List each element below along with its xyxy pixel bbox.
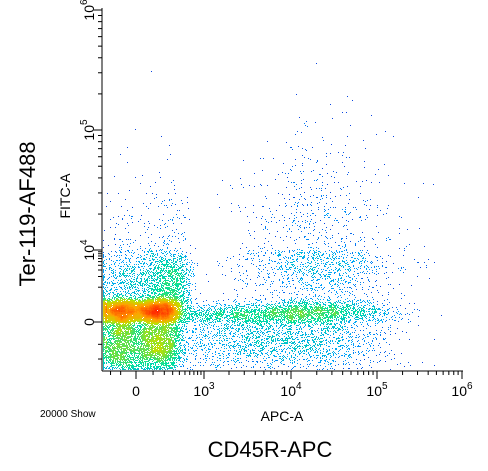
labels-layer: 0 103 104 105 106 0 104 105 106 APC-A FITC-A 20000 …: [15, 0, 473, 462]
event-density-layer-10: [103, 250, 388, 370]
event-density-layer-34: [106, 303, 173, 320]
x-tick-label: 106: [451, 381, 473, 399]
x-tick-exponent: 3: [209, 381, 215, 392]
x-tick-label: 105: [366, 381, 388, 399]
event-density-layer-28: [103, 300, 178, 323]
axes-layer: [94, 8, 463, 379]
x-tick-exponent: 5: [382, 381, 388, 392]
event-density-layer-31: [104, 302, 176, 321]
y-axis-outer-label-group: Ter-119-AF488: [15, 141, 40, 286]
x-tick-label: 104: [280, 381, 302, 399]
y-tick-label-group: 106: [79, 0, 97, 21]
y-tick-label: 105: [79, 119, 97, 141]
event-count-label: 20000 Show: [40, 409, 96, 420]
x-tick-label: 0: [132, 383, 140, 399]
y-tick-label-group: 0: [81, 318, 97, 326]
x-axis-inner-label: APC-A: [261, 408, 304, 424]
x-axis-outer-label: CD45R-APC: [208, 437, 333, 462]
y-axis-inner-label: FITC-A: [57, 173, 73, 219]
event-density-layer-20: [103, 296, 336, 361]
y-tick-label: 106: [79, 0, 97, 21]
x-tick-exponent: 4: [296, 381, 302, 392]
event-density-layer-24: [103, 298, 180, 352]
event-density-layer-39: [152, 309, 160, 315]
event-density-layer-5: [103, 125, 427, 370]
y-axis-outer-label: Ter-119-AF488: [15, 141, 40, 286]
y-tick-exponent: 5: [79, 119, 90, 125]
y-tick-exponent: 4: [79, 239, 90, 245]
x-tick-label: 103: [193, 381, 215, 399]
y-tick-label-group: 105: [79, 119, 97, 141]
y-tick-label: 0: [81, 318, 97, 326]
event-density-layer-16: [103, 263, 361, 368]
x-tick-exponent: 6: [467, 381, 473, 392]
event-density-layer-18: [103, 269, 339, 367]
y-axis-inner-label-group: FITC-A: [57, 173, 73, 219]
event-density-layer-29: [104, 301, 177, 322]
events-layer: [103, 63, 442, 370]
event-density-layer-36: [112, 305, 172, 318]
event-density-layer-23: [103, 298, 181, 354]
y-tick-label: 104: [79, 239, 97, 261]
y-tick-exponent: 6: [79, 0, 90, 5]
event-density-layer-33: [105, 303, 174, 320]
event-density-layer-40: [155, 310, 158, 313]
y-tick-label-group: 104: [79, 239, 97, 261]
event-density-layer-38: [149, 307, 168, 316]
